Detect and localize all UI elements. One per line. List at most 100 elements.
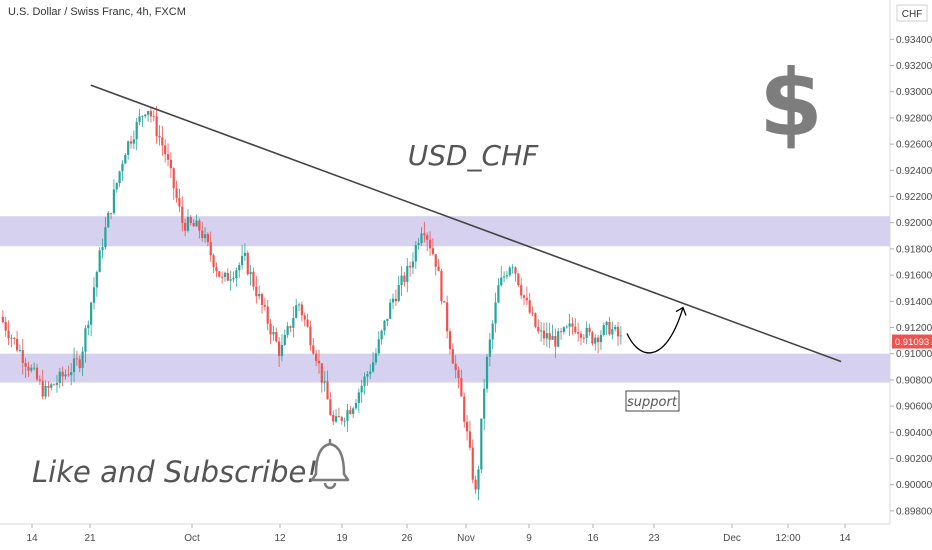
candle-up — [280, 344, 284, 357]
candle-down — [403, 275, 406, 282]
candle-up — [64, 374, 67, 377]
candle-up — [203, 234, 207, 239]
candle-up — [605, 321, 608, 326]
candle-up — [400, 275, 403, 286]
candle-down — [161, 137, 164, 146]
candle-down — [446, 302, 449, 332]
candle-down — [166, 154, 170, 160]
currency-label: CHF — [902, 9, 923, 20]
price-tick-label: 0.91200 — [896, 323, 932, 334]
candle-up — [374, 353, 378, 363]
candle-up — [235, 270, 238, 279]
candle-down — [326, 381, 329, 400]
candle-up — [283, 334, 286, 345]
candle-down — [320, 363, 323, 383]
candle-down — [129, 141, 133, 144]
candle-up — [383, 320, 386, 331]
candle-down — [260, 294, 264, 306]
candle-up — [18, 350, 22, 351]
candle-up — [363, 376, 366, 386]
candle-up — [540, 330, 543, 332]
price-tick-label: 0.92000 — [896, 218, 932, 229]
candle-down — [201, 230, 204, 239]
candle-up — [411, 261, 415, 268]
candle-down — [457, 370, 460, 379]
candle-up — [420, 233, 423, 244]
candle-down — [520, 285, 523, 296]
candle-down — [337, 416, 341, 418]
candle-down — [155, 116, 158, 136]
candle-down — [582, 337, 585, 339]
candle-up — [118, 171, 121, 184]
symbol-title: U.S. Dollar / Swiss Franc, 4h, FXCM — [8, 6, 186, 18]
candle-down — [192, 222, 195, 227]
candle-up — [417, 243, 420, 246]
candle-down — [468, 431, 472, 448]
time-tick-label: 12 — [274, 533, 286, 544]
candle-down — [448, 331, 452, 350]
candle-down — [440, 270, 443, 302]
candle-up — [565, 326, 568, 328]
candle-up — [414, 245, 417, 262]
support-label: support — [627, 395, 678, 410]
price-tick-label: 0.89800 — [896, 506, 932, 517]
candle-up — [70, 372, 73, 376]
candle-down — [178, 198, 181, 207]
candle-up — [505, 275, 509, 277]
candle-down — [340, 417, 343, 421]
time-tick-label: 16 — [587, 533, 599, 544]
time-tick-label: 21 — [84, 533, 96, 544]
projection-arrow-head — [675, 306, 687, 316]
current-price-tag: 0.91093 — [892, 334, 932, 349]
candle-up — [369, 371, 372, 375]
candle-up — [33, 367, 36, 369]
price-axis[interactable]: 0.93400 0.93200 0.93000 0.92800 0.92600 0.924… — [890, 35, 932, 518]
candle-up — [232, 278, 235, 280]
candle-down — [175, 188, 178, 199]
candle-up — [115, 183, 118, 190]
candle-down — [588, 327, 591, 333]
candle-up — [295, 305, 298, 318]
candle-up — [90, 302, 93, 325]
candle-up — [497, 285, 500, 303]
price-tick-label: 0.91400 — [896, 297, 932, 308]
candle-up — [594, 337, 597, 344]
candle-down — [537, 326, 540, 332]
candle-up — [292, 317, 295, 328]
candle-up — [500, 277, 503, 286]
candle-up — [406, 266, 409, 282]
candle-down — [21, 350, 24, 363]
candle-down — [517, 273, 520, 286]
candle-down — [579, 333, 583, 338]
candle-up — [195, 220, 198, 227]
current-price-label: 0.91093 — [895, 337, 929, 348]
trendline[interactable] — [90, 84, 842, 363]
candle-up — [258, 294, 261, 297]
candle-up — [602, 325, 605, 335]
candle-up — [55, 382, 59, 385]
currency-badge[interactable] — [896, 4, 928, 22]
candle-down — [27, 366, 30, 371]
candle-down — [514, 267, 517, 274]
candle-down — [67, 374, 70, 376]
candle-up — [81, 351, 84, 369]
candle-up — [551, 335, 554, 340]
candle-up — [346, 410, 349, 421]
candle-up — [249, 271, 252, 275]
time-axis[interactable]: 14 21 Oct 12 19 26 Nov 9 16 23 Dec 12:00 14 — [26, 524, 851, 544]
candle-down — [47, 385, 50, 388]
candle-up — [87, 324, 90, 329]
candle-down — [534, 313, 537, 327]
candle-down — [317, 360, 321, 364]
candle-down — [596, 337, 600, 343]
candle-down — [431, 248, 434, 255]
price-tick-label: 0.90200 — [896, 454, 932, 465]
projection-arrow — [626, 307, 684, 354]
candle-down — [465, 421, 469, 432]
candle-down — [158, 135, 161, 138]
candle-down — [531, 312, 534, 314]
candle-up — [141, 116, 144, 117]
candle-down — [443, 301, 446, 303]
candle-up — [502, 276, 506, 278]
